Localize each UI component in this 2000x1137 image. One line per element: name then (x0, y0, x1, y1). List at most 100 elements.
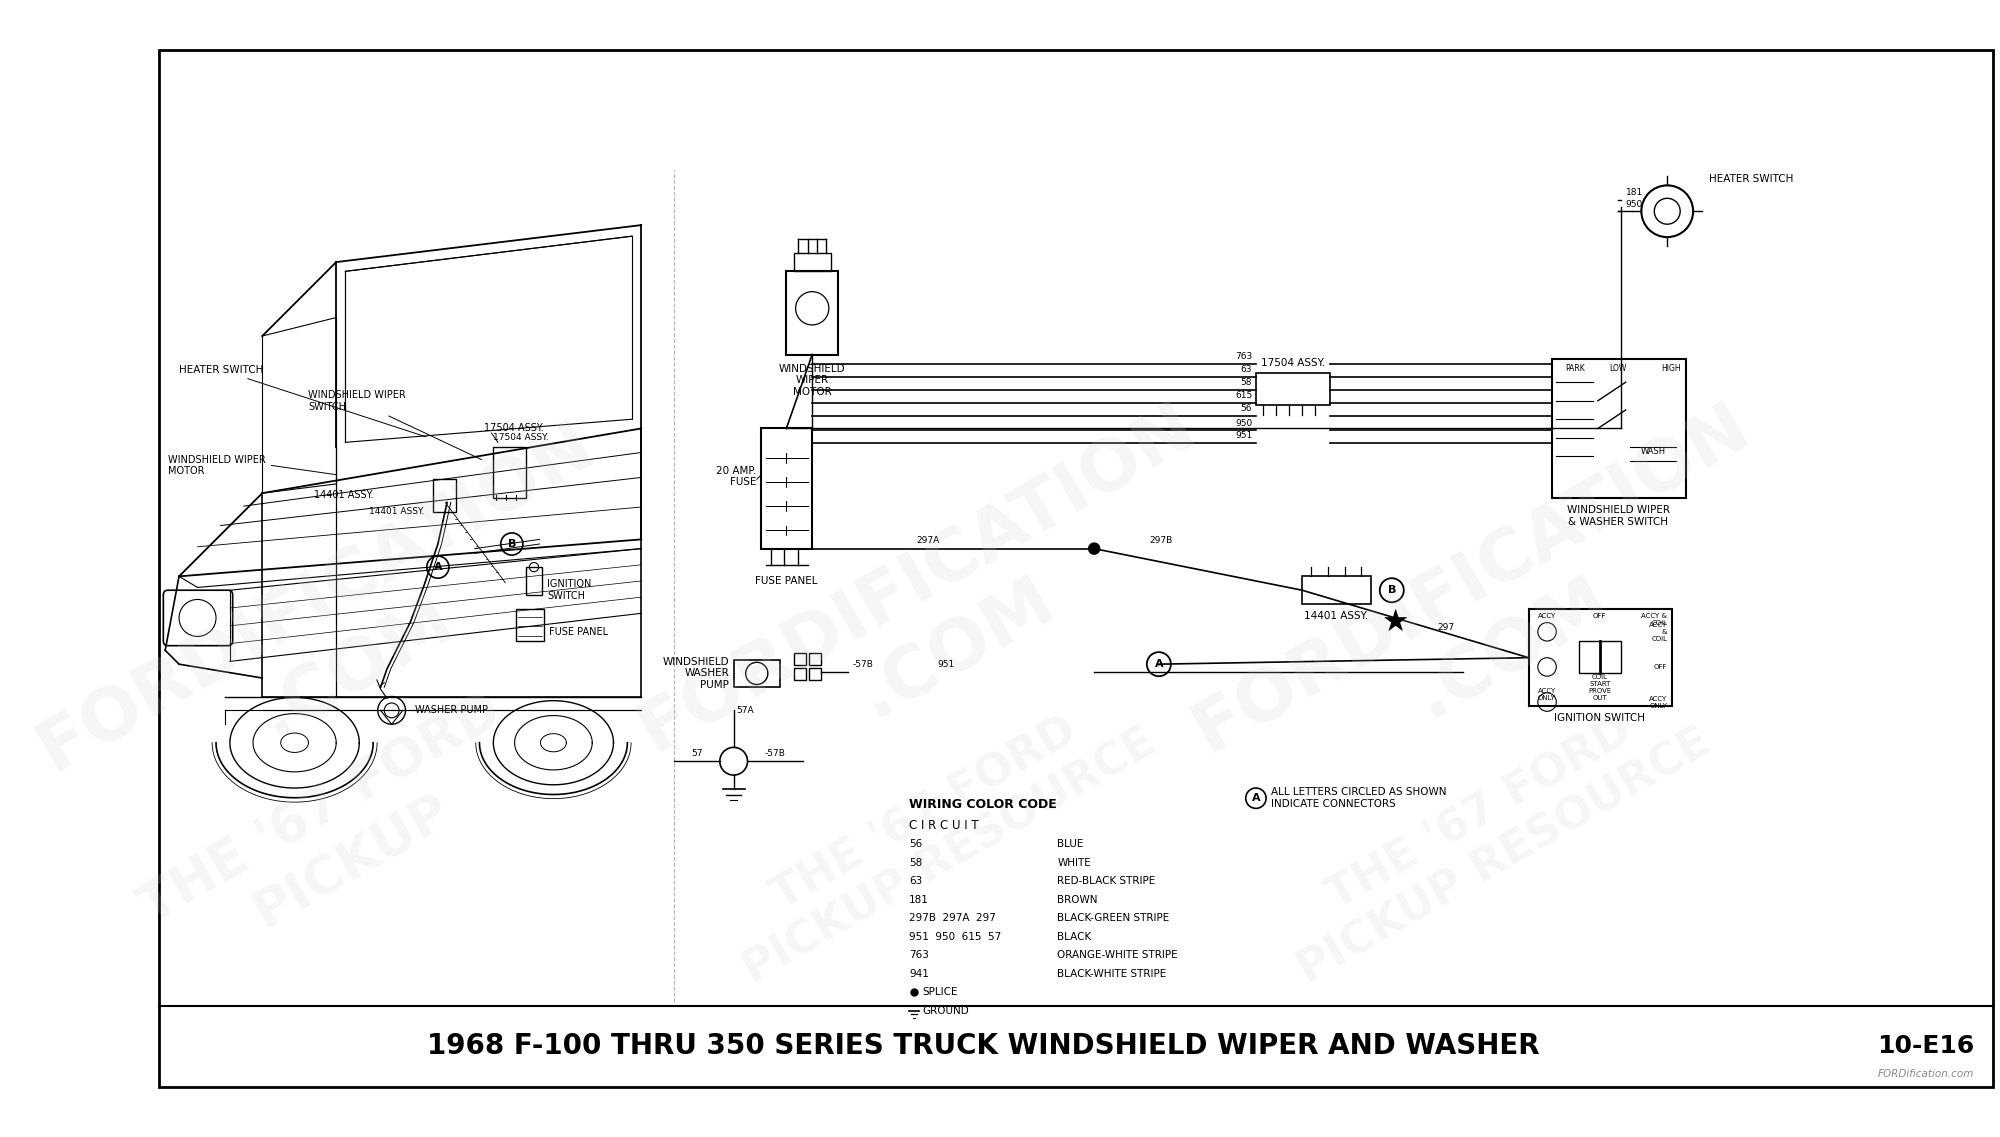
Text: ACCY: ACCY (1538, 613, 1556, 620)
Text: COIL
START
PROVE
OUT: COIL START PROVE OUT (1588, 674, 1612, 702)
Text: FORDIFICATION
.COM: FORDIFICATION .COM (626, 391, 1248, 836)
Bar (808, 653, 820, 665)
Text: FUSE PANEL: FUSE PANEL (756, 576, 818, 587)
Bar (516, 608, 544, 641)
Text: SPLICE: SPLICE (922, 987, 958, 997)
Text: ACCY
ONLY: ACCY ONLY (1538, 688, 1556, 702)
Text: BLACK-GREEN STRIPE: BLACK-GREEN STRIPE (1058, 913, 1170, 923)
Text: 297: 297 (1438, 623, 1454, 632)
Text: 14401 ASSY.: 14401 ASSY. (314, 490, 374, 500)
Text: 615: 615 (1234, 391, 1252, 400)
Bar (794, 252, 830, 272)
Text: 181: 181 (910, 895, 930, 905)
Text: 57: 57 (690, 748, 702, 757)
Text: WHITE: WHITE (1058, 858, 1090, 868)
Text: 10-E16: 10-E16 (1878, 1034, 1974, 1057)
Text: FORDIFICATION
.COM: FORDIFICATION .COM (26, 409, 646, 854)
Text: C I R C U I T: C I R C U I T (910, 819, 978, 831)
Bar (1256, 373, 1330, 406)
Text: ★: ★ (1380, 608, 1408, 637)
Text: BLACK-WHITE STRIPE: BLACK-WHITE STRIPE (1058, 969, 1166, 979)
Bar (786, 272, 838, 355)
Text: WASH: WASH (1640, 447, 1666, 456)
Text: 56: 56 (1240, 404, 1252, 413)
Text: IGNITION
SWITCH: IGNITION SWITCH (546, 580, 592, 601)
Text: ACCY
&
COIL: ACCY & COIL (1648, 622, 1668, 641)
Text: A: A (1252, 794, 1260, 803)
Text: HEATER SWITCH: HEATER SWITCH (1708, 174, 1794, 184)
Text: 17504 ASSY.: 17504 ASSY. (484, 423, 544, 433)
Bar (734, 659, 780, 687)
Bar (794, 653, 806, 665)
Text: BLUE: BLUE (1058, 839, 1084, 849)
Text: -57B: -57B (852, 659, 874, 669)
Text: WINDSHIELD WIPER
MOTOR: WINDSHIELD WIPER MOTOR (168, 455, 266, 476)
Text: 181: 181 (1626, 189, 1642, 198)
Text: ORANGE-WHITE STRIPE: ORANGE-WHITE STRIPE (1058, 951, 1178, 961)
Text: FORDIFICATION
.COM: FORDIFICATION .COM (1182, 391, 1802, 836)
Text: WINDSHIELD
WASHER
PUMP: WINDSHIELD WASHER PUMP (662, 657, 730, 690)
Text: 17504 ASSY.: 17504 ASSY. (1260, 358, 1324, 368)
Text: WASHER PUMP: WASHER PUMP (414, 705, 488, 715)
Text: FUSE PANEL: FUSE PANEL (548, 626, 608, 637)
Text: ACCY
ONLY: ACCY ONLY (1648, 696, 1668, 708)
Text: 14401 ASSY.: 14401 ASSY. (368, 507, 424, 516)
Text: 950: 950 (1234, 418, 1252, 428)
Text: OFF: OFF (1594, 613, 1606, 620)
Text: HEATER SWITCH: HEATER SWITCH (180, 365, 426, 437)
Text: A: A (434, 562, 442, 572)
Bar (494, 447, 526, 498)
Text: 950: 950 (1626, 200, 1642, 209)
Text: THE '67 FORD
PICKUP RESOURCE: THE '67 FORD PICKUP RESOURCE (710, 678, 1164, 993)
Text: 57A: 57A (736, 706, 754, 715)
Text: 63: 63 (1240, 365, 1252, 374)
Text: 20 AMP.
FUSE: 20 AMP. FUSE (716, 466, 756, 488)
Text: 58: 58 (910, 858, 922, 868)
Text: 297B: 297B (1150, 536, 1172, 545)
Text: WINDSHIELD WIPER
SWITCH: WINDSHIELD WIPER SWITCH (308, 390, 482, 459)
Bar (794, 667, 806, 680)
Text: 14401 ASSY.: 14401 ASSY. (1304, 612, 1368, 622)
Text: 951: 951 (938, 659, 954, 669)
Text: -57B: -57B (764, 748, 786, 757)
Text: ACCY &
COIL: ACCY & COIL (1642, 613, 1668, 626)
Bar (808, 667, 820, 680)
Text: BROWN: BROWN (1058, 895, 1098, 905)
Bar (526, 567, 542, 595)
Text: 951: 951 (1234, 431, 1252, 440)
Text: THE '67 FORD
PICKUP RESOURCE: THE '67 FORD PICKUP RESOURCE (1266, 678, 1718, 993)
Text: 56: 56 (910, 839, 922, 849)
Text: BLACK: BLACK (1058, 932, 1092, 941)
Text: 763: 763 (1234, 352, 1252, 360)
Bar (1580, 641, 1622, 673)
Bar (1302, 576, 1372, 604)
Text: FORDification.com: FORDification.com (1878, 1069, 1974, 1079)
Text: 763: 763 (910, 951, 930, 961)
Text: 63: 63 (910, 877, 922, 887)
Bar (1528, 608, 1672, 706)
Text: OFF: OFF (1654, 664, 1668, 670)
Text: B: B (508, 539, 516, 549)
Bar (434, 480, 456, 512)
Bar (762, 429, 812, 549)
Text: 297A: 297A (916, 536, 940, 545)
Circle shape (1088, 543, 1100, 554)
Text: GROUND: GROUND (922, 1006, 968, 1015)
Text: THE '67 FORD
PICKUP: THE '67 FORD PICKUP (132, 684, 540, 986)
Text: WINDSHIELD
WIPER
MOTOR: WINDSHIELD WIPER MOTOR (778, 364, 846, 397)
Bar (1552, 359, 1686, 498)
Text: 17504 ASSY.: 17504 ASSY. (494, 433, 548, 442)
Text: PARK: PARK (1566, 364, 1586, 373)
Text: 941: 941 (910, 969, 930, 979)
Text: 1968 F-100 THRU 350 SERIES TRUCK WINDSHIELD WIPER AND WASHER: 1968 F-100 THRU 350 SERIES TRUCK WINDSHI… (426, 1032, 1540, 1060)
Text: WIRING COLOR CODE: WIRING COLOR CODE (910, 798, 1058, 811)
Text: ALL LETTERS CIRCLED AS SHOWN
INDICATE CONNECTORS: ALL LETTERS CIRCLED AS SHOWN INDICATE CO… (1270, 788, 1446, 810)
Text: LOW: LOW (1610, 364, 1626, 373)
Text: B: B (1388, 586, 1396, 596)
Text: WINDSHIELD WIPER
& WASHER SWITCH: WINDSHIELD WIPER & WASHER SWITCH (1566, 505, 1670, 526)
Text: 297B  297A  297: 297B 297A 297 (910, 913, 996, 923)
Text: IGNITION SWITCH: IGNITION SWITCH (1554, 713, 1646, 723)
Text: 951  950  615  57: 951 950 615 57 (910, 932, 1002, 941)
Text: A: A (1154, 659, 1164, 670)
Text: 58: 58 (1240, 377, 1252, 387)
